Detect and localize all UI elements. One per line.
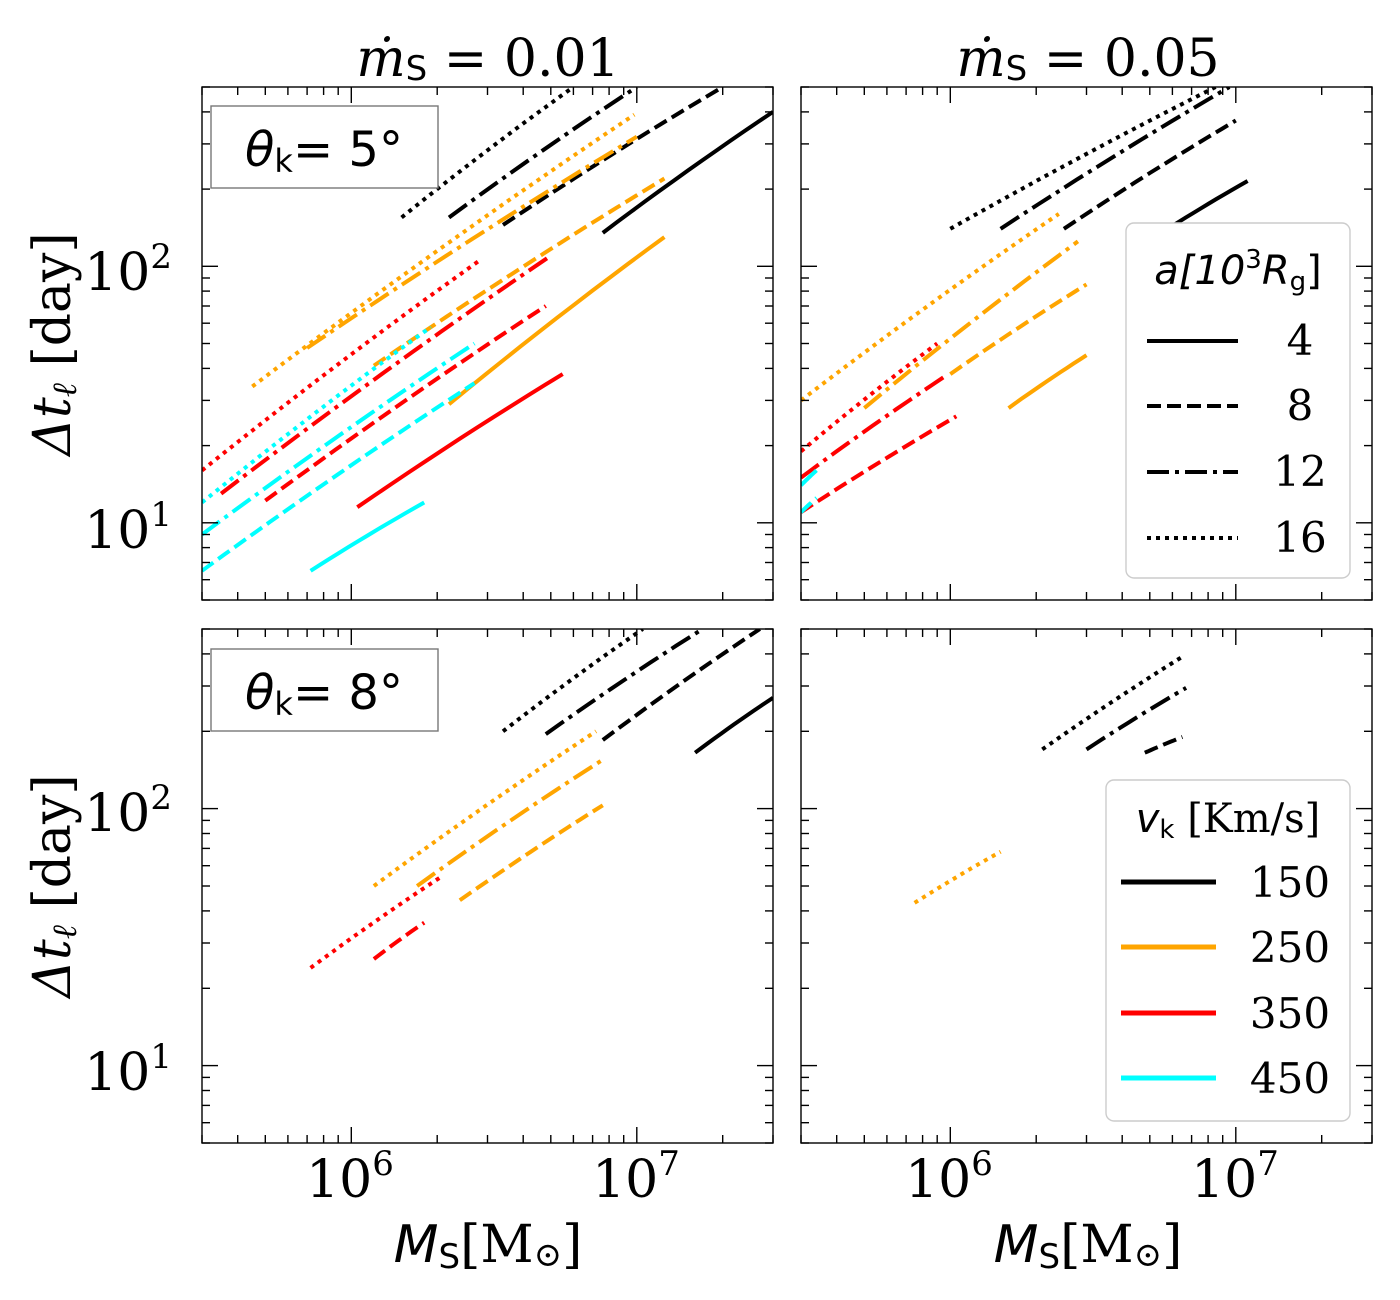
column-title-left: ṁS = 0.01 [356,29,619,89]
y-tick-label: 102 [84,778,172,844]
series-line-v250-a12 [305,134,638,350]
legend-v: vk [Km/s] 150 250 350 450 [1105,779,1351,1122]
series-line-v150-a12 [999,87,1231,231]
legend-v-label: 350 [1250,989,1330,1038]
series-line-v150-a12 [544,629,704,736]
series-line-v450-a12 [202,341,476,537]
series-line-v450-a8 [202,381,476,573]
series-line-v350-a12 [219,254,552,496]
legend-a-label: 4 [1287,316,1314,365]
x-tick-label: 106 [905,1144,993,1210]
series-line-v250-a4 [447,235,666,406]
series-line-v150-a4 [601,110,773,235]
series-line-v250-a12 [863,239,1080,410]
x-axis-label: MS[M⊙] [994,1215,1183,1277]
panel-mdot-0.05-theta-5 [800,86,1373,601]
series-line-v450-a12 [801,468,818,487]
y-tick-label: 101 [84,1037,172,1103]
series-line-v350-a16 [801,341,939,453]
x-tick-label: 107 [1191,1144,1279,1210]
panel-mdot-0.01-theta-8 [201,628,774,1144]
panel-mdot-0.05-theta-8 [800,628,1373,1144]
series-line-v150-a8 [601,629,762,742]
series-line-v250-a8 [372,176,666,368]
x-tick-label: 107 [592,1144,680,1210]
series-line-v150-a16 [1041,655,1184,752]
legend-a-title: a[103Rg] [1154,245,1321,297]
svg-text:θk= 5°: θk= 5° [245,122,403,180]
series-line-v350-a8 [264,304,547,503]
legend-a-label: 8 [1287,381,1314,430]
y-axis-label: Δtℓ [day] [23,232,85,457]
y-tick-label: 102 [84,237,172,303]
y-axis-label: Δtℓ [day] [23,774,85,999]
x-tick-label: 106 [306,1144,394,1210]
series-line-v250-a8 [458,803,604,902]
legend-v-title: vk [Km/s] [1136,796,1320,845]
theta-annotation-bottom: θk= 8° [210,648,439,732]
series-line-v150-a16 [501,629,644,733]
legend-a-label: 16 [1273,513,1326,562]
legend-a: a[103Rg] 4 8 12 16 [1125,222,1351,579]
legend-v-label: 150 [1250,858,1330,907]
series-line-v150-a8 [1144,735,1184,755]
series-line-v450-a8 [801,496,818,514]
series-line-v250-a16 [251,113,636,389]
series-line-v150-a8 [1062,118,1237,231]
series-line-v250-a16 [913,849,1002,905]
series-line-v250-a4 [1007,353,1088,410]
legend-v-label: 250 [1250,923,1330,972]
y-tick-label: 101 [84,495,172,561]
series-line-v250-a16 [372,729,598,888]
series-line-v450-a4 [309,500,426,573]
series-line-v350-a16 [202,259,481,472]
series-line-v150-a12 [1085,686,1188,752]
column-title-right: ṁS = 0.05 [956,29,1219,89]
series-line-v250-a8 [949,282,1088,376]
series-line-v350-a8 [801,414,958,514]
svg-text:θk= 8°: θk= 8° [245,665,403,723]
x-axis-label: MS[M⊙] [394,1215,583,1277]
theta-annotation-top: θk= 5° [210,105,439,189]
series-line-v150-a4 [693,696,773,755]
panel-mdot-0.01-theta-5 [201,86,774,601]
series-line-v150-a16 [400,87,575,220]
series-line-v450-a16 [202,325,433,505]
series-line-v350-a12 [801,375,946,480]
legend-a-label: 12 [1273,447,1326,496]
series-line-v150-a8 [501,87,724,227]
legend-v-label: 450 [1250,1054,1330,1103]
series-line-v350-a8 [372,921,426,961]
series-line-v350-a16 [309,873,445,970]
series-line-v150-a12 [447,87,638,220]
series-line-v350-a4 [356,372,564,509]
